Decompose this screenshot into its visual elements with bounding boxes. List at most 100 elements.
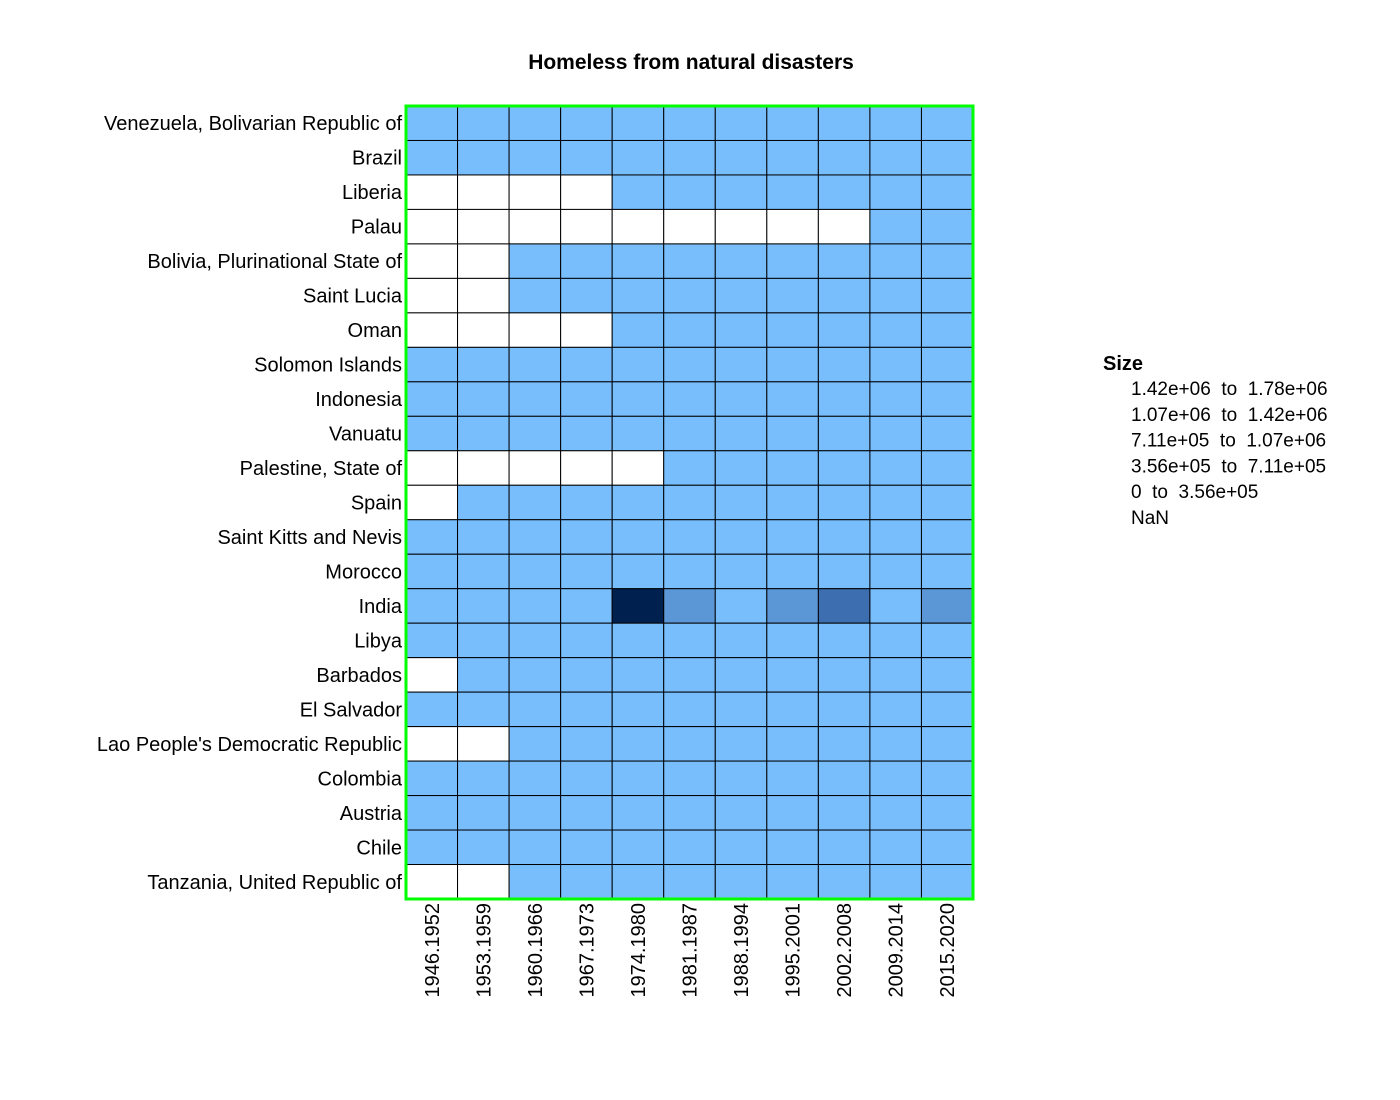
heatmap-cell (869, 105, 922, 141)
heatmap-cell (663, 657, 716, 693)
heatmap-cell (611, 519, 665, 555)
row-label: Indonesia (315, 389, 403, 411)
column-label: 2002.2008 (834, 903, 856, 998)
heatmap-cell (457, 450, 510, 486)
chart-title: Homeless from natural disasters (528, 51, 854, 74)
legend: Size 1.42e+06 to 1.78e+06 1.07e+06 to 1.4… (1103, 353, 1328, 529)
heatmap-cell (508, 208, 562, 245)
heatmap-cell (920, 622, 974, 659)
heatmap-cell (560, 450, 613, 486)
heatmap-cell (766, 622, 819, 659)
heatmap-cell (869, 657, 922, 693)
heatmap-cell (869, 588, 922, 624)
heatmap-cell (611, 484, 665, 521)
heatmap-cell (663, 484, 716, 521)
heatmap-cell (766, 657, 819, 693)
heatmap-cell (611, 726, 665, 762)
heatmap-cell (405, 760, 459, 797)
heatmap-cell (920, 277, 974, 314)
heatmap-cell (920, 829, 974, 866)
heatmap-cell (560, 277, 613, 314)
heatmap-cell (766, 243, 819, 279)
heatmap-cell (817, 484, 871, 521)
heatmap-cell (817, 208, 871, 245)
heatmap-cells (405, 105, 974, 900)
heatmap-cell (817, 243, 871, 279)
row-label: Bolivia, Plurinational State of (147, 251, 402, 273)
heatmap-cell (508, 588, 562, 624)
heatmap-cell (766, 174, 819, 210)
heatmap-cell (920, 657, 974, 693)
heatmap-cell (920, 691, 974, 728)
heatmap-cell (714, 553, 768, 590)
heatmap-cell (817, 795, 871, 831)
legend-entry: 1.42e+06 to 1.78e+06 (1131, 379, 1328, 400)
row-label: Barbados (316, 665, 402, 687)
heatmap-cell (611, 105, 665, 141)
heatmap-cell (560, 243, 613, 279)
heatmap-cell (817, 691, 871, 728)
heatmap-cell (457, 691, 510, 728)
column-label: 2009.2014 (886, 903, 908, 998)
heatmap-cell (920, 553, 974, 590)
heatmap-cell (405, 864, 459, 900)
heatmap-cell (611, 312, 665, 348)
row-label: Solomon Islands (254, 355, 402, 377)
heatmap-cell (869, 553, 922, 590)
row-label: Palestine, State of (240, 458, 403, 480)
heatmap-cell (869, 691, 922, 728)
heatmap-cell (611, 864, 665, 900)
heatmap-cell (611, 795, 665, 831)
heatmap-cell (869, 346, 922, 383)
heatmap-cell (869, 829, 922, 866)
heatmap-cell (663, 864, 716, 900)
heatmap-cell (663, 829, 716, 866)
legend-entry: 0 to 3.56e+05 (1131, 482, 1258, 503)
heatmap-cell (457, 795, 510, 831)
heatmap-cell (457, 657, 510, 693)
heatmap-cell (560, 208, 613, 245)
heatmap-cell (611, 243, 665, 279)
heatmap-cell (714, 105, 768, 141)
heatmap-cell (457, 381, 510, 417)
heatmap-cell (611, 208, 665, 245)
heatmap-cell (817, 726, 871, 762)
heatmap-cell (508, 174, 562, 210)
heatmap-cell (766, 415, 819, 452)
heatmap-cell (714, 760, 768, 797)
heatmap-cell (508, 691, 562, 728)
heatmap-cell (766, 312, 819, 348)
heatmap-cell (714, 139, 768, 176)
heatmap-cell (405, 622, 459, 659)
column-label: 2015.2020 (937, 903, 959, 998)
heatmap-cell (663, 139, 716, 176)
heatmap-cell (457, 243, 510, 279)
heatmap-cell (869, 208, 922, 245)
heatmap-cell (869, 174, 922, 210)
row-label: India (359, 596, 403, 618)
heatmap-cell (714, 174, 768, 210)
heatmap-cell (817, 105, 871, 141)
heatmap-cell (405, 450, 459, 486)
heatmap-cell (611, 829, 665, 866)
heatmap-cell (766, 519, 819, 555)
heatmap-cell (663, 726, 716, 762)
heatmap-cell (457, 553, 510, 590)
row-label: Saint Lucia (303, 286, 403, 308)
heatmap-cell (405, 415, 459, 452)
heatmap-cell (714, 726, 768, 762)
heatmap-cell (508, 657, 562, 693)
heatmap-cell (560, 484, 613, 521)
heatmap-cell (508, 760, 562, 797)
heatmap-cell (611, 760, 665, 797)
heatmap-cell (920, 795, 974, 831)
heatmap-cell (508, 415, 562, 452)
heatmap-cell (869, 622, 922, 659)
heatmap-cell (920, 381, 974, 417)
heatmap-cell (560, 726, 613, 762)
heatmap-cell (869, 450, 922, 486)
heatmap-cell (766, 588, 819, 624)
heatmap-cell (714, 691, 768, 728)
heatmap-cell (920, 726, 974, 762)
heatmap-cell (508, 864, 562, 900)
